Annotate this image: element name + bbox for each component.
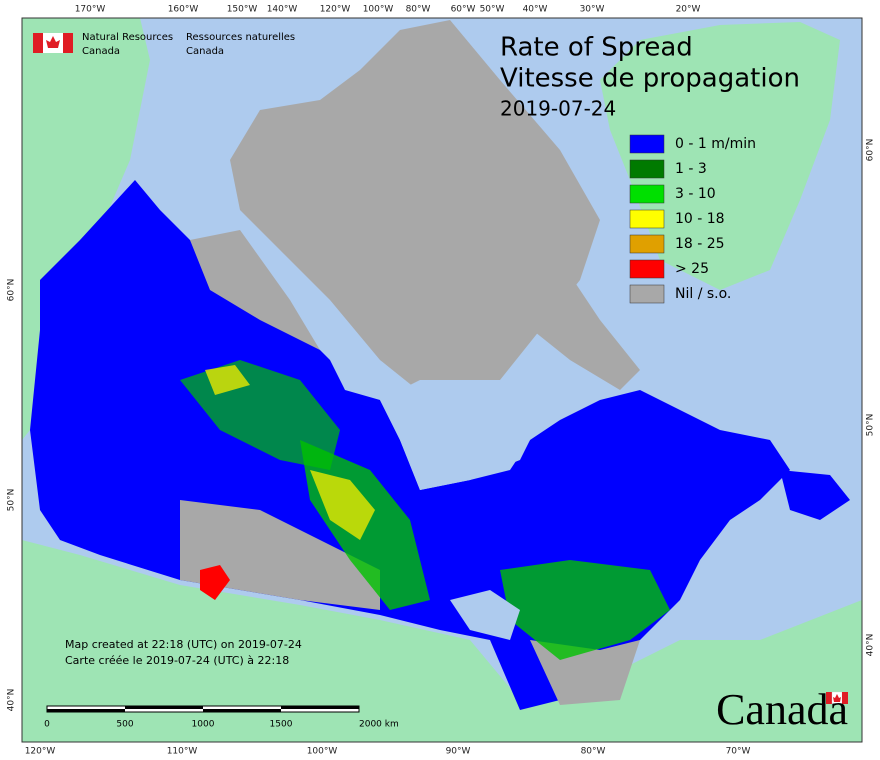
graticule-top: 120°W: [320, 5, 351, 15]
graticule-top: 40°W: [523, 5, 548, 15]
graticule-top: 140°W: [267, 5, 298, 15]
graticule-left: 50°N: [7, 489, 17, 512]
agency-fr: Canada: [186, 46, 224, 57]
legend-swatch: [629, 159, 665, 179]
graticule-top: 100°W: [363, 5, 394, 15]
united-states: [22, 540, 862, 742]
graticule-bottom: 100°W: [307, 747, 338, 757]
yellow-patch: [310, 470, 375, 540]
map-date: 2019-07-24: [500, 97, 616, 121]
agency-en: Canada: [82, 46, 120, 57]
graticule-bottom: 110°W: [167, 747, 198, 757]
graticule-top: 80°W: [406, 5, 431, 15]
legend-label: 3 - 10: [675, 186, 716, 202]
graticule-right: 50°N: [866, 414, 876, 437]
legend-label: Nil / s.o.: [675, 286, 731, 302]
graticule-top: 160°W: [168, 5, 199, 15]
yellow-north: [205, 365, 250, 395]
wordmark: Canada: [716, 685, 848, 734]
baffin: [490, 230, 640, 390]
map: [22, 18, 862, 742]
arctic-islands: [230, 20, 600, 400]
legend-swatch: [629, 234, 665, 254]
credit-line: Map created at 22:18 (UTC) on 2019-07-24: [65, 638, 302, 651]
graticule-top: 30°W: [580, 5, 605, 15]
scale-bar: [46, 705, 360, 713]
legend-swatch: [629, 284, 665, 304]
graticule-right: 60°N: [866, 139, 876, 162]
legend-label: 0 - 1 m/min: [675, 136, 756, 152]
graticule-top: 150°W: [227, 5, 258, 15]
graticule-left: 60°N: [7, 279, 17, 302]
graticule-bottom: 90°W: [446, 747, 471, 757]
scale-label: 1000: [192, 720, 215, 730]
flag: [33, 33, 73, 53]
graticule-left: 40°N: [7, 689, 17, 712]
graticule-top: 20°W: [676, 5, 701, 15]
scale-label: 0: [44, 720, 50, 730]
scale-label: 500: [116, 720, 133, 730]
newfoundland: [780, 470, 850, 520]
legend-swatch: [629, 134, 665, 154]
great-lakes: [450, 590, 520, 640]
graticule-top: 60°W: [451, 5, 476, 15]
nil-prairies: [180, 500, 380, 610]
scale-label: 1500: [270, 720, 293, 730]
alaska: [22, 18, 150, 440]
graticule-top: 170°W: [75, 5, 106, 15]
graticule-top: 50°W: [480, 5, 505, 15]
map-title: Rate of Spread: [500, 33, 693, 63]
legend-label: 10 - 18: [675, 211, 725, 227]
hudson-bay: [380, 380, 540, 490]
agency-en: Natural Resources: [82, 32, 173, 43]
map-title: Vitesse de propagation: [500, 64, 800, 94]
credit-line: Carte créée le 2019-07-24 (UTC) à 22:18: [65, 654, 289, 667]
wordmark-flag: [826, 691, 848, 705]
red-patch: [200, 565, 230, 600]
agency-fr: Ressources naturelles: [186, 32, 295, 43]
legend-label: 1 - 3: [675, 161, 707, 177]
graticule-bottom: 70°W: [726, 747, 751, 757]
legend-swatch: [629, 259, 665, 279]
legend-swatch: [629, 209, 665, 229]
graticule-bottom: 80°W: [581, 747, 606, 757]
legend-label: 18 - 25: [675, 236, 725, 252]
graticule-bottom: 120°W: [25, 747, 56, 757]
nil-arctic-mainland: [190, 230, 320, 350]
green-quebec: [500, 560, 670, 660]
legend-swatch: [629, 184, 665, 204]
legend-label: > 25: [675, 261, 709, 277]
map-frame: [21, 17, 863, 743]
graticule-right: 40°N: [866, 634, 876, 657]
scale-label: 2000 km: [359, 720, 399, 730]
